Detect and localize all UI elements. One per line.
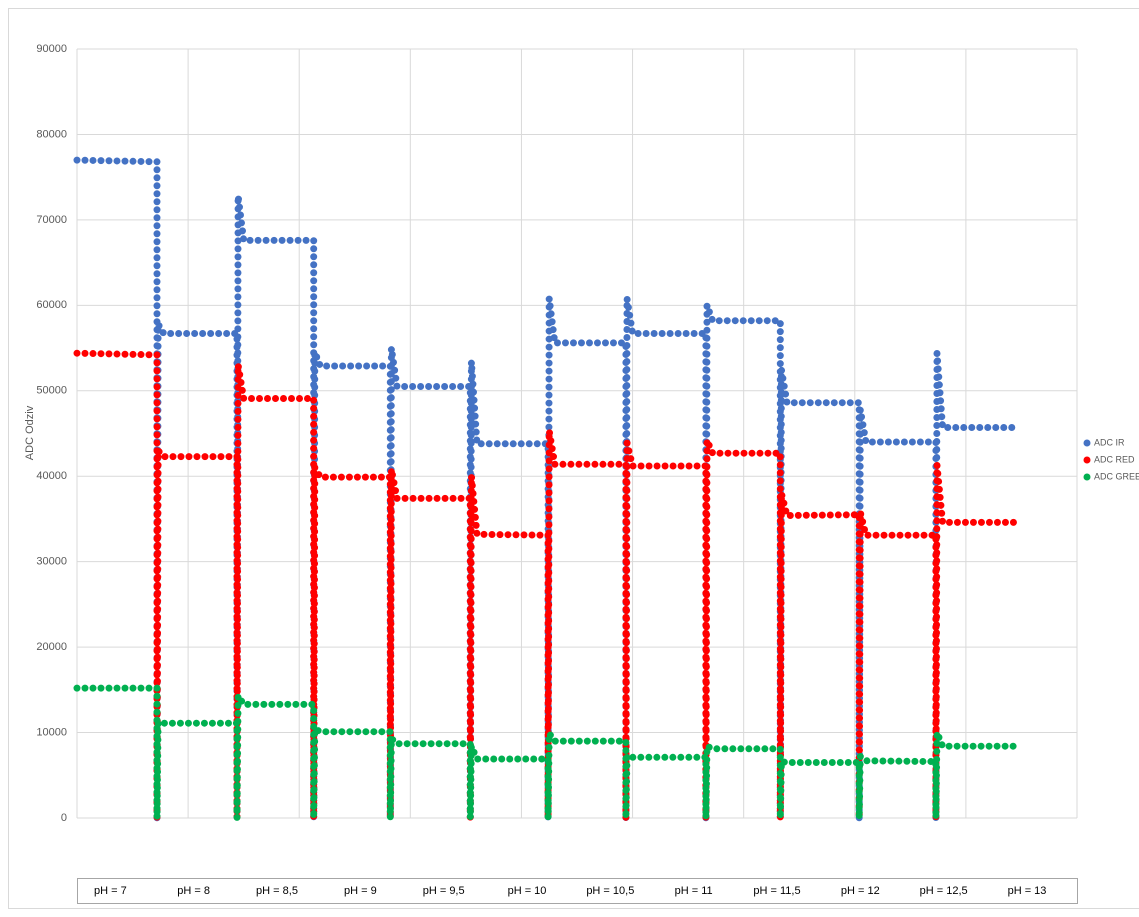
y-tick-label: 20000 [36,641,67,653]
series-points [73,684,1018,822]
y-tick-label: 60000 [36,299,67,311]
ph-label: pH = 10 [508,885,547,897]
ph-label: pH = 11 [675,885,713,897]
y-tick-label: 50000 [36,385,67,397]
y-tick-label: 70000 [36,214,67,226]
y-tick-label: 90000 [36,43,67,55]
legend-label: ADC GREEN [1094,471,1139,481]
y-tick-label: 40000 [36,470,67,482]
ph-label: pH = 8 [177,885,210,897]
y-axis-label: ADC Odziv [24,405,36,460]
ph-strip [77,878,1078,904]
y-tick-label: 0 [61,812,67,824]
ph-label: pH = 10,5 [586,885,634,897]
ph-label: pH = 9 [344,885,377,897]
legend-label: ADC RED [1094,454,1135,464]
ph-label: pH = 11,5 [753,885,800,897]
legend-label: ADC IR [1094,437,1125,447]
ph-label: pH = 12 [841,885,880,897]
y-tick-label: 10000 [36,726,67,738]
y-tick-label: 80000 [36,128,67,140]
ph-label: pH = 9,5 [423,885,465,897]
ph-label: pH = 8,5 [256,885,298,897]
ph-label: pH = 13 [1008,885,1047,897]
series-points [73,349,1018,822]
legend-marker [1083,439,1091,447]
ph-label: pH = 7 [94,885,127,897]
legend-marker [1083,456,1091,464]
y-tick-label: 30000 [36,556,67,568]
ph-label: pH = 12,5 [920,885,968,897]
legend-marker [1083,473,1091,481]
